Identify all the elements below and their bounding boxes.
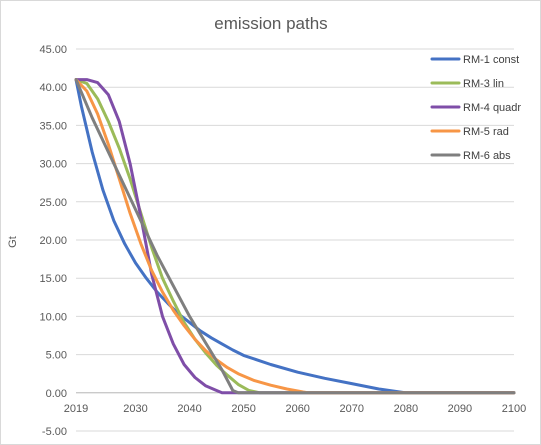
series-line-rm-1-const: [76, 80, 514, 393]
legend-item: RM-4 quadr: [432, 102, 521, 114]
legend: RM-1 const RM-3 lin RM-4 quadr RM-5 rad RM-6…: [432, 54, 521, 162]
series-line-rm-3-lin: [76, 80, 514, 393]
x-tick-label: 2040: [177, 403, 201, 415]
chart-title: emission paths: [214, 14, 327, 33]
y-tick-label: 5.00: [46, 350, 67, 362]
x-tick-label: 2080: [394, 403, 418, 415]
legend-item: RM-3 lin: [432, 78, 504, 90]
y-tick-label: -5.00: [42, 426, 67, 438]
x-tick-label: 2090: [448, 403, 472, 415]
y-tick-label: 40.00: [39, 82, 67, 94]
legend-label: RM-1 const: [463, 54, 519, 66]
x-tick-label: 2019: [64, 403, 88, 415]
y-tick-label: 20.00: [39, 235, 67, 247]
y-tick-label: 15.00: [39, 273, 67, 285]
legend-label: RM-6 abs: [463, 150, 511, 162]
series-line-rm-5-rad: [76, 80, 514, 393]
x-tick-label: 2100: [502, 403, 526, 415]
legend-label: RM-5 rad: [463, 126, 509, 138]
y-tick-label: 30.00: [39, 159, 67, 171]
x-tick-label: 2050: [231, 403, 255, 415]
x-tick-label: 2070: [340, 403, 364, 415]
y-tick-label: 25.00: [39, 197, 67, 209]
series-lines: [76, 80, 514, 393]
y-tick-label: 0.00: [46, 388, 67, 400]
y-tick-label: 10.00: [39, 311, 67, 323]
legend-item: RM-5 rad: [432, 126, 509, 138]
legend-item: RM-6 abs: [432, 150, 511, 162]
legend-label: RM-3 lin: [463, 78, 504, 90]
y-tick-label: 35.00: [39, 120, 67, 132]
series-line-rm-6-abs: [76, 80, 514, 393]
legend-item: RM-1 const: [432, 54, 519, 66]
y-axis-label: Gt: [7, 236, 19, 248]
series-line-rm-4-quadr: [76, 80, 514, 393]
legend-label: RM-4 quadr: [463, 102, 521, 114]
x-tick-label: 2060: [285, 403, 309, 415]
y-tick-label: 45.00: [39, 44, 67, 56]
x-axis-ticks: 2019 2030 2040 2050 2060 2070 2080 2090 2100: [64, 403, 526, 415]
y-axis-ticks: 45.00 40.00 35.00 30.00 25.00 20.00 15.00 10.00…: [39, 44, 67, 438]
x-tick-label: 2030: [123, 403, 147, 415]
